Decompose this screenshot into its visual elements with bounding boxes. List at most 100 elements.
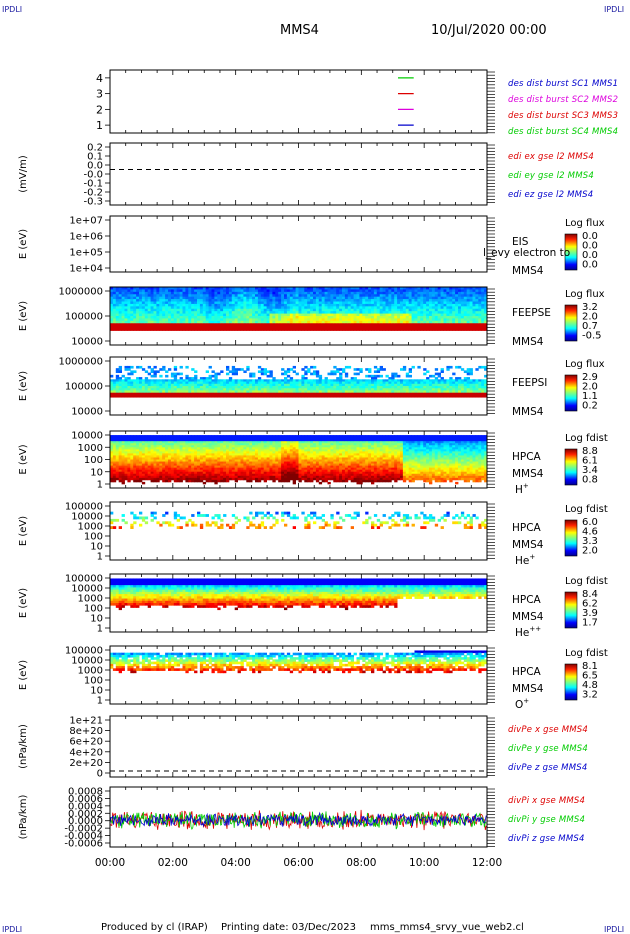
spectrogram-cell xyxy=(400,289,404,293)
spectrogram-cell xyxy=(226,390,230,394)
spectrogram-cell xyxy=(197,479,201,483)
spectrogram-cell xyxy=(159,390,163,394)
spectrogram-cell xyxy=(112,443,117,446)
spectrogram-cell xyxy=(156,301,160,305)
spectrogram-cell xyxy=(347,303,352,307)
spectrogram-cell xyxy=(127,316,131,319)
spectrogram-cell xyxy=(133,303,137,307)
spectrogram-cell xyxy=(144,289,149,293)
spectrogram-cell xyxy=(118,467,122,471)
spectrogram-cell xyxy=(356,383,360,387)
spectrogram-cell xyxy=(385,289,389,293)
spectrogram-cell xyxy=(162,449,166,452)
spectrogram-cell xyxy=(115,379,120,382)
spectrogram-cell xyxy=(431,313,436,317)
spectrogram-cell xyxy=(304,381,308,385)
spectrogram-cell xyxy=(110,437,114,440)
spectrogram-cell xyxy=(150,318,154,322)
spectrogram-cell xyxy=(208,392,212,396)
spectrogram-cell xyxy=(156,453,160,456)
spectrogram-cell xyxy=(344,289,349,293)
spectrogram-cell xyxy=(185,374,189,378)
spectrogram-cell xyxy=(205,473,209,477)
spectrogram-cell xyxy=(255,316,259,319)
spectrogram-cell xyxy=(228,381,233,385)
spectrogram-cell xyxy=(121,316,125,319)
spectrogram-cell xyxy=(455,306,459,310)
spectrogram-cell xyxy=(153,372,157,376)
spectrogram-cell xyxy=(408,328,412,331)
spectrogram-cell xyxy=(208,377,212,380)
spectrogram-cell xyxy=(431,301,436,305)
spectrogram-cell xyxy=(400,381,404,385)
spectrogram-cell xyxy=(188,383,192,387)
spectrogram-cell xyxy=(440,370,444,374)
spectrogram-cell xyxy=(437,390,441,394)
spectrogram-cell xyxy=(246,383,250,387)
spectrogram-cell xyxy=(168,303,172,307)
spectrogram-cell xyxy=(356,381,360,385)
spectrogram-cell xyxy=(197,311,201,314)
spectrogram-cell xyxy=(394,287,398,290)
spectrogram-cell xyxy=(147,388,151,391)
spectrogram-cell xyxy=(249,316,253,319)
spectrogram-cell xyxy=(263,311,267,314)
spectrogram-cell xyxy=(310,379,314,382)
spectrogram-cell xyxy=(484,303,487,307)
spectrogram-cell xyxy=(133,459,137,462)
spectrogram-cell xyxy=(147,287,151,290)
spectrogram-cell xyxy=(307,301,311,305)
spectrogram-cell xyxy=(429,394,433,398)
spectrogram-cell xyxy=(385,318,389,322)
spectrogram-cell xyxy=(339,388,343,391)
spectrogram-cell xyxy=(176,465,180,469)
spectrogram-cell xyxy=(463,392,468,396)
spectrogram-cell xyxy=(307,323,311,327)
spectrogram-cell xyxy=(159,320,163,324)
spectrogram-cell xyxy=(121,465,125,469)
spectrogram-cell xyxy=(211,455,215,458)
spectrogram-cell xyxy=(342,328,346,331)
spectrogram-cell xyxy=(197,473,201,477)
spectrogram-cell xyxy=(150,299,154,302)
spectrogram-cell xyxy=(434,388,439,391)
spectrogram-cell xyxy=(202,301,207,305)
spectrogram-cell xyxy=(449,316,453,319)
spectrogram-cell xyxy=(139,320,143,324)
spectrogram-cell xyxy=(185,461,189,464)
spectrogram-cell xyxy=(139,443,143,446)
spectrogram-cell xyxy=(437,379,441,382)
spectrogram-cell xyxy=(156,443,160,446)
spectrogram-cell xyxy=(359,289,363,293)
spectrogram-cell xyxy=(118,449,122,452)
spectrogram-cell xyxy=(237,392,241,396)
spectrogram-cell xyxy=(188,318,192,322)
spectrogram-cell xyxy=(231,372,236,376)
spectrogram-cell xyxy=(179,318,183,322)
spectrogram-cell xyxy=(217,394,221,398)
spectrogram-cell xyxy=(223,294,227,298)
spectrogram-cell xyxy=(281,325,285,329)
spectrogram-cell xyxy=(147,475,151,479)
spectrogram-cell xyxy=(194,325,198,329)
spectrogram-cell xyxy=(429,299,433,302)
spectrogram-cell xyxy=(243,299,247,302)
spectrogram-cell xyxy=(365,318,369,322)
spectrogram-cell xyxy=(176,455,180,458)
spectrogram-cell xyxy=(400,379,404,382)
spectrogram-cell xyxy=(376,368,381,371)
spectrogram-cell xyxy=(324,388,328,391)
spectrogram-cell xyxy=(420,299,424,302)
spectrogram-cell xyxy=(144,299,149,302)
spectrogram-cell xyxy=(127,455,131,458)
spectrogram-cell xyxy=(324,311,328,314)
spectrogram-cell xyxy=(202,291,207,295)
spectrogram-cell xyxy=(185,457,189,460)
spectrogram-cell xyxy=(423,328,427,331)
spectrogram-cell xyxy=(481,390,485,394)
spectrogram-cell xyxy=(304,379,308,382)
spectrogram-cell xyxy=(115,323,120,327)
spectrogram-cell xyxy=(478,320,482,324)
spectrogram-cell xyxy=(414,392,418,396)
spectrogram-cell xyxy=(304,388,308,391)
